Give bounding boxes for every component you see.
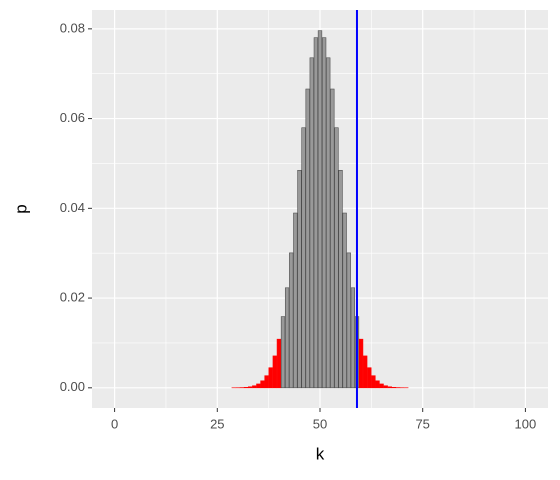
bar	[387, 386, 392, 389]
bar	[317, 30, 323, 389]
x-tick-label: 100	[515, 416, 537, 431]
bar	[363, 355, 368, 389]
bar	[321, 37, 327, 389]
bar	[350, 287, 356, 389]
x-tick-label: 75	[415, 416, 429, 431]
bar	[342, 212, 347, 389]
bar	[383, 385, 388, 389]
bar	[284, 287, 290, 389]
bar	[248, 386, 253, 389]
bar	[272, 355, 277, 389]
bar	[268, 367, 273, 389]
bar	[358, 338, 364, 389]
bar	[280, 316, 286, 389]
bar	[252, 385, 257, 389]
bar	[297, 170, 302, 389]
bar	[338, 170, 343, 389]
bar	[326, 57, 331, 389]
bar	[260, 380, 265, 389]
y-tick-label: 0.06	[60, 110, 85, 125]
y-tick-label: 0.00	[60, 379, 85, 394]
bar	[289, 252, 294, 389]
bar	[334, 127, 339, 389]
x-axis-title: k	[316, 444, 325, 463]
x-tick-label: 0	[111, 416, 118, 431]
bar	[293, 212, 298, 389]
bar	[375, 380, 380, 389]
bar	[313, 37, 319, 389]
y-tick-label: 0.02	[60, 290, 85, 305]
bar	[264, 375, 269, 389]
bar	[309, 57, 314, 389]
bar	[379, 383, 384, 389]
y-tick-label: 0.08	[60, 20, 85, 35]
bar	[330, 88, 335, 389]
bar	[256, 383, 261, 389]
bar	[305, 88, 310, 389]
bar	[367, 367, 372, 389]
bar	[346, 252, 351, 389]
y-axis-title: p	[11, 204, 30, 213]
x-tick-label: 25	[210, 416, 224, 431]
bar	[276, 338, 282, 389]
bar	[371, 375, 376, 389]
y-tick-label: 0.04	[60, 200, 85, 215]
x-tick-label: 50	[313, 416, 327, 431]
bar	[301, 127, 306, 389]
